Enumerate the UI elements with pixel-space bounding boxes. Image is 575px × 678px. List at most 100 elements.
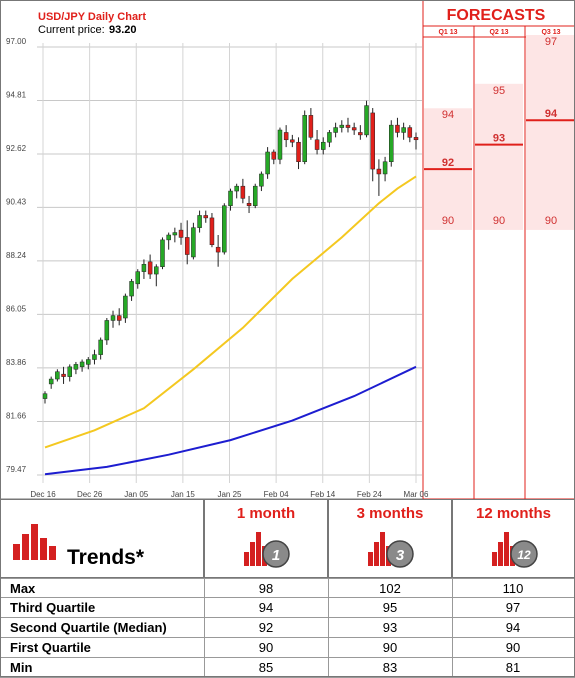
candle (86, 357, 91, 370)
candle (395, 117, 400, 138)
candle-body (73, 364, 79, 370)
candle-body (197, 215, 202, 228)
cell-12-months: 90 (505, 640, 521, 655)
table-row: Second Quartile (Median) 92 93 94 (0, 618, 575, 638)
candle (160, 237, 165, 270)
candle-body (67, 366, 72, 377)
candle-body (178, 229, 184, 238)
candle (141, 259, 147, 279)
candle-body (333, 127, 338, 133)
candle-body (209, 217, 215, 246)
forecast-range-box (475, 83, 523, 230)
candle (296, 137, 301, 170)
y-tick-label: 83.86 (6, 358, 27, 367)
candle-body (395, 124, 400, 133)
candle-body (129, 281, 134, 297)
cell-3-months: 95 (382, 600, 398, 615)
candle (314, 130, 320, 155)
candles (42, 100, 419, 404)
candle-body (277, 129, 283, 160)
candle (203, 210, 209, 223)
candle (321, 137, 326, 155)
candle-body (123, 295, 128, 319)
cell-12-months: 97 (505, 600, 521, 615)
candle (61, 366, 66, 384)
candle (98, 337, 103, 360)
candle-body (314, 139, 320, 150)
moving-averages (44, 175, 417, 476)
candle-body (234, 185, 239, 192)
cell-12-months: 94 (505, 620, 521, 635)
candle (370, 108, 375, 182)
candle-body (302, 115, 307, 163)
candle-body (259, 173, 264, 187)
forecasts-title: FORECASTS (447, 7, 546, 24)
candle (67, 364, 72, 382)
row-label: First Quartile (10, 640, 91, 655)
candle (407, 125, 413, 143)
candle-body (147, 261, 153, 275)
forecast-high-value: 97 (545, 36, 557, 48)
current-price-value: 93.20 (109, 24, 137, 36)
candle (79, 359, 85, 372)
cell-1-month: 94 (258, 600, 274, 615)
candle-body (240, 185, 246, 199)
candle-body (370, 112, 375, 170)
cell-12-months: 81 (505, 660, 521, 675)
candle (110, 310, 116, 328)
candle-body (141, 264, 147, 272)
candle (382, 156, 388, 182)
row-label: Min (10, 660, 33, 675)
candle-body (203, 215, 209, 219)
candle-body (290, 139, 295, 143)
x-tick-label: Feb 14 (310, 490, 335, 499)
period-title: 3 months (356, 505, 424, 522)
y-tick-label: 81.66 (6, 412, 27, 421)
candle-body (116, 315, 122, 321)
candle-body (61, 373, 66, 377)
candle-body (327, 132, 332, 143)
candle (364, 100, 369, 138)
candle-body (308, 115, 314, 138)
chart-grid (37, 43, 422, 483)
bar-badge-icon: 1 (244, 532, 290, 568)
candle (172, 227, 178, 243)
candle (246, 195, 252, 214)
forecast-high-value: 95 (493, 85, 505, 97)
x-tick-label: Feb 04 (264, 490, 289, 499)
candle-body (166, 234, 171, 241)
candle-body (265, 151, 270, 175)
column-divider (204, 578, 205, 677)
candle (252, 183, 258, 209)
forecast-low-value: 90 (442, 215, 454, 227)
svg-text:1: 1 (272, 547, 280, 564)
candle-body (364, 105, 369, 136)
candle (265, 147, 270, 179)
candle (259, 171, 264, 192)
candle (55, 369, 60, 382)
candle-body (407, 127, 413, 138)
candle (123, 293, 128, 323)
candle (147, 254, 153, 279)
row-label: Third Quartile (10, 600, 96, 615)
candle (327, 130, 332, 148)
forecast-quarter-label: Q2 13 (489, 29, 508, 36)
candle-body (339, 124, 345, 128)
y-tick-label: 92.62 (6, 144, 27, 153)
candle-body (48, 378, 54, 385)
svg-text:12: 12 (517, 548, 531, 562)
forecast-median-value: 94 (545, 108, 558, 120)
candle (283, 125, 289, 148)
candle-body (154, 266, 159, 275)
axes: 97.00 94.81 92.62 90.43 88.24 86.05 83.86 81.66… (0, 37, 429, 499)
x-tick-label: Dec 16 (30, 490, 56, 499)
candle (333, 122, 338, 138)
candle-body (351, 127, 357, 131)
row-label: Max (10, 581, 36, 596)
current-price-label: Current price: (38, 24, 105, 36)
cell-3-months: 102 (379, 581, 401, 596)
period-12-months: 12 months 12 (452, 499, 575, 578)
forecast-low-value: 90 (493, 215, 505, 227)
candle (302, 110, 307, 165)
